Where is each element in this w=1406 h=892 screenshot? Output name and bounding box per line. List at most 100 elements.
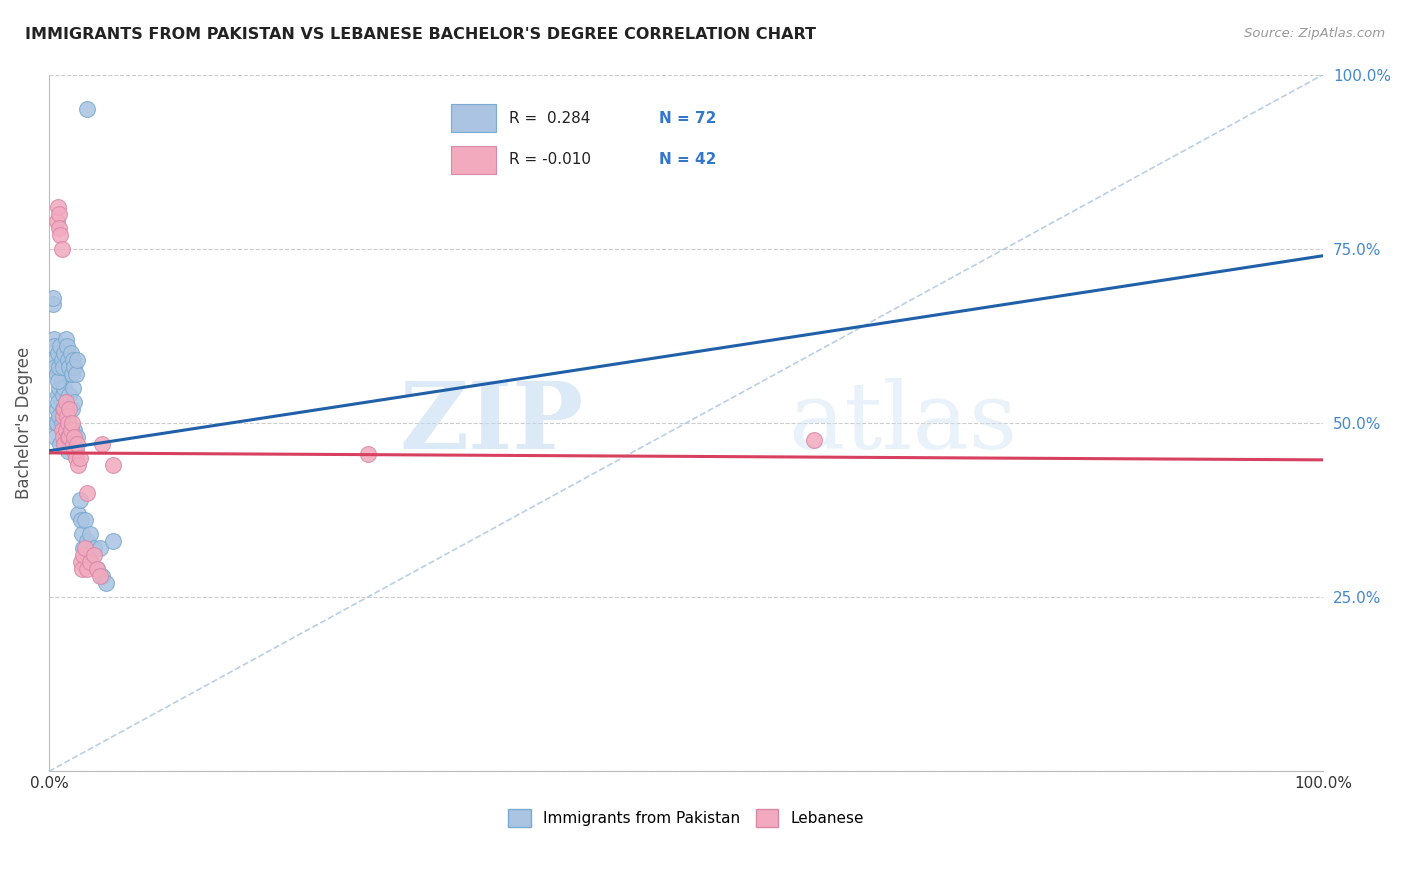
Point xyxy=(66,430,89,444)
Point xyxy=(58,416,80,430)
Point xyxy=(58,402,80,417)
Point xyxy=(46,200,69,214)
Point xyxy=(51,416,73,430)
Point xyxy=(53,437,76,451)
Point xyxy=(52,402,75,417)
Point xyxy=(65,443,87,458)
Point xyxy=(55,423,77,437)
Point xyxy=(80,555,103,569)
Point xyxy=(79,555,101,569)
Point xyxy=(42,297,65,311)
Point xyxy=(52,388,75,402)
Point xyxy=(53,346,76,360)
Point xyxy=(49,367,72,381)
Point xyxy=(56,430,79,444)
Text: Source: ZipAtlas.com: Source: ZipAtlas.com xyxy=(1244,27,1385,40)
Point xyxy=(44,430,66,444)
Point xyxy=(63,443,86,458)
Point xyxy=(86,562,108,576)
Point xyxy=(67,507,90,521)
Point xyxy=(55,332,77,346)
Point xyxy=(58,430,80,444)
Point xyxy=(69,450,91,465)
Legend: Immigrants from Pakistan, Lebanese: Immigrants from Pakistan, Lebanese xyxy=(502,803,870,833)
Point xyxy=(67,458,90,472)
Point xyxy=(63,423,86,437)
Point xyxy=(51,242,73,256)
Point xyxy=(60,402,83,417)
Point xyxy=(44,353,66,368)
Point xyxy=(45,416,67,430)
Text: IMMIGRANTS FROM PAKISTAN VS LEBANESE BACHELOR'S DEGREE CORRELATION CHART: IMMIGRANTS FROM PAKISTAN VS LEBANESE BAC… xyxy=(25,27,817,42)
Point xyxy=(56,443,79,458)
Point xyxy=(89,541,111,556)
Point xyxy=(75,549,97,563)
Point xyxy=(56,346,79,360)
Point xyxy=(59,346,82,360)
Point xyxy=(53,423,76,437)
Text: ZIP: ZIP xyxy=(399,378,583,468)
Point xyxy=(46,346,69,360)
Point xyxy=(803,434,825,448)
Point xyxy=(48,220,70,235)
Point xyxy=(96,576,118,591)
Point xyxy=(45,367,67,381)
Point xyxy=(91,569,114,583)
Point xyxy=(73,514,96,528)
Point xyxy=(70,527,93,541)
Point xyxy=(356,447,378,461)
Point xyxy=(59,423,82,437)
Point xyxy=(42,291,65,305)
Point xyxy=(83,541,105,556)
Point xyxy=(69,514,91,528)
Point xyxy=(66,353,89,368)
Point xyxy=(72,541,94,556)
Point xyxy=(65,367,87,381)
Point xyxy=(48,381,70,395)
Point xyxy=(63,395,86,409)
Point xyxy=(45,214,67,228)
Point xyxy=(72,549,94,563)
Point xyxy=(56,339,79,353)
Point xyxy=(86,562,108,576)
Point xyxy=(62,353,84,368)
Point xyxy=(76,485,98,500)
Point xyxy=(51,353,73,368)
Point xyxy=(62,437,84,451)
Point xyxy=(49,339,72,353)
Point xyxy=(52,430,75,444)
Point xyxy=(60,416,83,430)
Point xyxy=(48,360,70,375)
Point xyxy=(60,367,83,381)
Point xyxy=(89,569,111,583)
Point xyxy=(73,541,96,556)
Point xyxy=(79,527,101,541)
Point xyxy=(76,562,98,576)
Point xyxy=(101,458,124,472)
Point xyxy=(44,416,66,430)
Point xyxy=(65,450,87,465)
Text: atlas: atlas xyxy=(789,378,1018,468)
Point xyxy=(66,437,89,451)
Point xyxy=(56,416,79,430)
Point xyxy=(49,437,72,451)
Point xyxy=(76,534,98,549)
Point xyxy=(45,402,67,417)
Point xyxy=(70,562,93,576)
Point xyxy=(55,409,77,423)
Point xyxy=(49,227,72,242)
Point xyxy=(83,549,105,563)
Point xyxy=(42,332,65,346)
Point xyxy=(42,339,65,353)
Point xyxy=(52,409,75,423)
Point xyxy=(101,534,124,549)
Point xyxy=(69,492,91,507)
Point xyxy=(56,409,79,423)
Point xyxy=(48,409,70,423)
Point xyxy=(46,395,69,409)
Point xyxy=(76,103,98,117)
Point xyxy=(48,207,70,221)
Point xyxy=(53,402,76,417)
Point xyxy=(51,423,73,437)
Point xyxy=(46,388,69,402)
